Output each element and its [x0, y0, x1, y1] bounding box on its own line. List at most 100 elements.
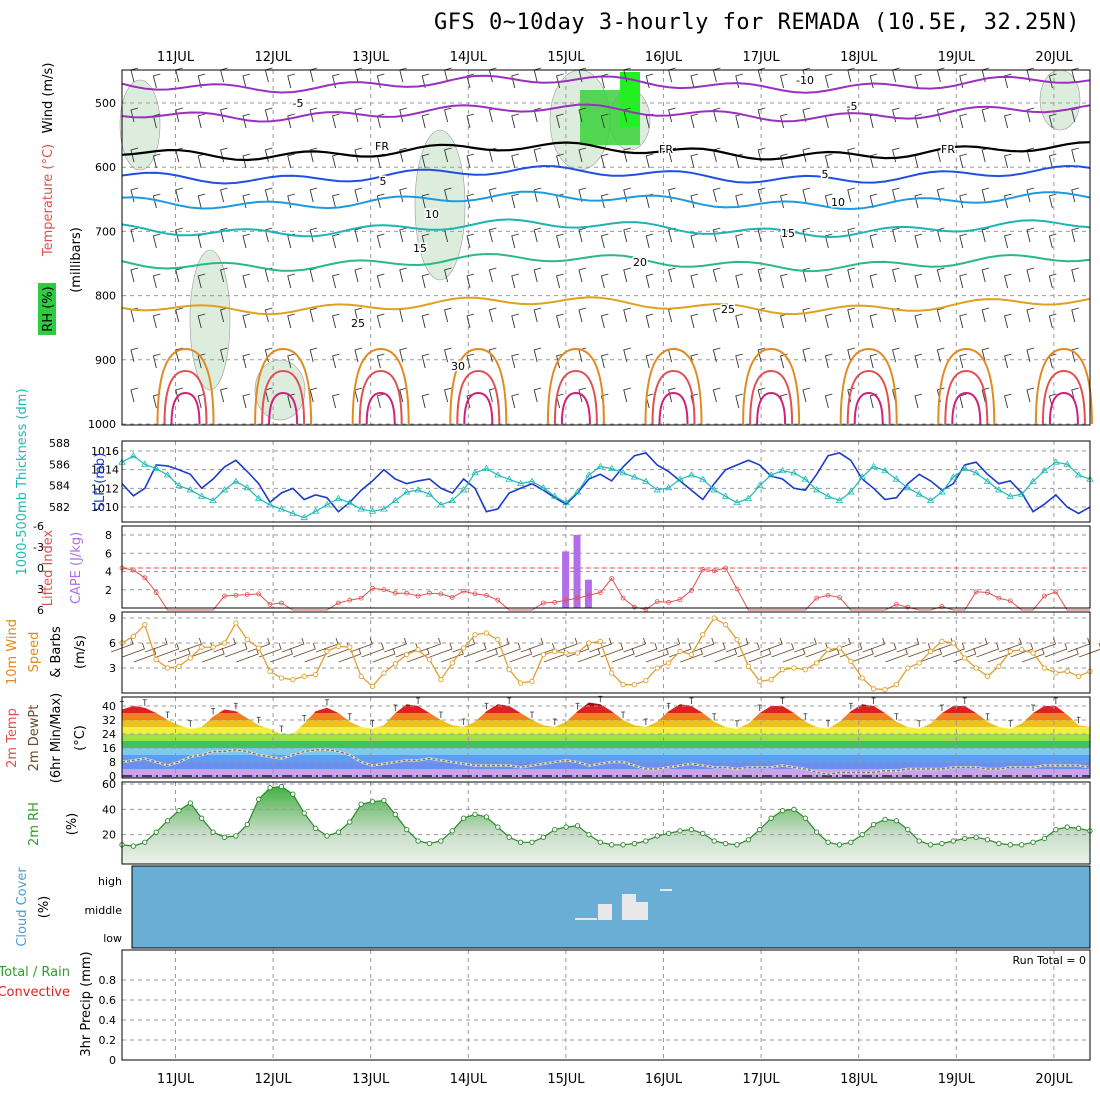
li-tick-label: 6	[37, 604, 44, 617]
wind-speed-marker	[654, 665, 660, 671]
wind-barb	[152, 193, 161, 209]
wind-barb	[399, 347, 407, 363]
precip-legend-convective: Convective	[0, 985, 70, 1000]
cloud-level-label: high	[98, 875, 122, 888]
rh-marker	[984, 837, 991, 843]
rh-marker	[221, 834, 228, 840]
rh-marker	[460, 815, 467, 821]
thickness-marker	[402, 488, 411, 495]
wind-barb	[264, 107, 273, 123]
wind-speed-marker	[586, 640, 592, 646]
wind-barb	[287, 113, 295, 129]
wind-barb	[600, 193, 609, 209]
thickness-marker	[744, 494, 753, 501]
wind-barb-10m	[737, 642, 760, 658]
wind-barb	[1004, 313, 1012, 329]
wind-tick-label: 3	[109, 662, 116, 675]
wind-ylabel-b: Speed	[27, 632, 42, 673]
thickness-marker	[357, 505, 365, 512]
wind-barb	[152, 233, 161, 249]
thickness-marker	[186, 486, 195, 493]
warm-contour	[644, 347, 703, 425]
rh-marker	[734, 842, 740, 848]
wind-barb	[242, 233, 251, 249]
temp-minmax-marker	[962, 697, 967, 704]
wind-barb-10m	[896, 637, 920, 653]
isotherm-label: 5	[822, 168, 829, 181]
wind-barb	[466, 313, 475, 329]
wind-barb	[332, 313, 340, 329]
rh-marker	[244, 821, 250, 828]
rh-marker	[335, 829, 342, 835]
wind-barb	[556, 313, 564, 329]
temp-minmax-marker	[575, 702, 580, 710]
wind-barb	[1071, 227, 1079, 243]
isotherm-label: -5	[847, 100, 858, 113]
wind-barb	[533, 227, 542, 243]
wind-speed-marker	[472, 632, 478, 638]
cloud-ylabel-a: Cloud Cover	[15, 867, 30, 947]
wind-barb	[959, 313, 967, 329]
thickness-marker	[676, 475, 684, 482]
wind-barb	[376, 273, 385, 289]
thickness-marker	[368, 507, 377, 514]
wind-speed-marker	[187, 655, 193, 661]
wind-barb	[824, 73, 833, 89]
wind-barb	[309, 387, 318, 403]
warm-contour	[1041, 369, 1086, 425]
wind-barb-10m	[919, 647, 943, 663]
wind-barb-10m	[475, 647, 498, 663]
li-marker	[370, 585, 375, 591]
wind-barb	[556, 233, 564, 249]
wind-barb	[959, 193, 967, 209]
isotherm-label: 10	[425, 208, 439, 221]
temp-minmax-marker	[871, 697, 876, 704]
wind-barb	[623, 147, 631, 163]
cape-bar	[573, 535, 581, 608]
thickness-marker	[778, 466, 787, 474]
wind-barb	[936, 307, 945, 323]
wind-speed-marker	[438, 677, 444, 683]
wind-barb-10m	[862, 637, 886, 653]
date-label-top: 15JUL	[547, 50, 585, 65]
wind-speed-marker	[358, 673, 364, 679]
wind-barb	[623, 227, 631, 243]
wind-barb	[1026, 107, 1035, 123]
li-marker	[643, 606, 649, 612]
thickness-marker	[790, 469, 798, 476]
li-marker	[142, 575, 148, 581]
wind-barb	[421, 393, 430, 409]
temp-tick-label: 24	[102, 728, 116, 741]
temp-minmax-marker	[621, 711, 626, 718]
rh-marker	[347, 819, 353, 825]
wind-frame	[121, 611, 1091, 694]
wind-barb	[399, 267, 407, 283]
wind-barb	[735, 313, 743, 329]
pressure-tick-label: 600	[95, 161, 116, 174]
wind-barb	[152, 353, 161, 369]
rh-shading	[119, 79, 161, 171]
temp-ylabel-a: 2m Temp	[5, 708, 20, 768]
wind-barb	[444, 187, 452, 203]
wind-speed-marker	[506, 667, 512, 673]
wind-barb	[197, 313, 206, 329]
thickness-marker	[642, 477, 650, 484]
wind-barb	[914, 73, 923, 89]
wind-barb	[242, 113, 251, 129]
wind-barb-10m	[794, 637, 817, 653]
date-label-top: 17JUL	[743, 50, 781, 65]
wind-barb-10m	[270, 647, 294, 663]
wind-speed-marker	[176, 663, 182, 669]
thickness-marker	[391, 496, 400, 503]
wind-barb	[220, 107, 228, 123]
date-label-bottom: 20JUL	[1035, 1072, 1073, 1087]
thickness-marker	[323, 501, 331, 508]
thickness-marker	[835, 496, 844, 503]
wind-barb-10m	[1010, 642, 1034, 658]
temp-band	[122, 762, 1090, 769]
cloud-frame	[131, 865, 1091, 949]
li-marker	[973, 589, 979, 595]
wind-barb	[757, 387, 766, 403]
wind-barb	[309, 307, 318, 323]
temp-band	[122, 741, 1090, 748]
